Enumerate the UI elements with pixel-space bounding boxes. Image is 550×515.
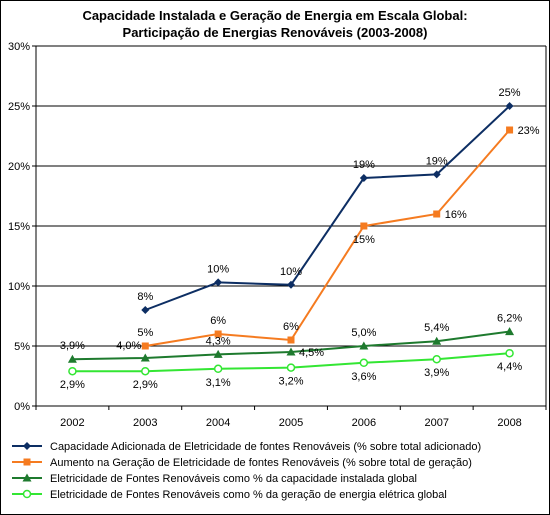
data-point-4 bbox=[505, 348, 514, 358]
data-label-4: 3,6% bbox=[351, 371, 376, 383]
data-label-3: 5,0% bbox=[351, 327, 376, 339]
data-label-2: 5% bbox=[137, 327, 153, 339]
data-label-2: 6% bbox=[210, 315, 226, 327]
data-point-1 bbox=[287, 280, 295, 289]
legend-marker-3 bbox=[22, 473, 32, 482]
y-tick-label: 10% bbox=[8, 281, 30, 293]
data-label-1: 10% bbox=[207, 263, 229, 275]
data-label-2: 15% bbox=[353, 234, 375, 246]
series-line-1 bbox=[144, 105, 511, 311]
data-point-4 bbox=[213, 364, 223, 374]
data-label-4: 3,2% bbox=[278, 376, 303, 388]
chart-title-line: Participação de Energias Renováveis (200… bbox=[123, 25, 428, 40]
data-point-1 bbox=[359, 174, 368, 182]
data-label-3: 5,4% bbox=[424, 322, 449, 334]
data-point-2 bbox=[433, 210, 441, 218]
data-point-2 bbox=[360, 222, 368, 230]
x-tick-label: 2006 bbox=[352, 417, 376, 429]
data-point-4 bbox=[359, 358, 369, 368]
data-label-2: 16% bbox=[445, 209, 467, 221]
y-tick-label: 5% bbox=[14, 341, 30, 353]
x-tick-label: 2008 bbox=[497, 417, 521, 429]
data-point-4 bbox=[432, 354, 441, 364]
y-tick-label: 30% bbox=[8, 41, 30, 53]
data-label-4: 4,4% bbox=[497, 361, 522, 373]
y-tick-label: 25% bbox=[8, 101, 30, 113]
data-label-3: 4,5% bbox=[299, 347, 324, 359]
data-label-2: 23% bbox=[518, 125, 540, 137]
data-point-1 bbox=[214, 278, 223, 287]
legend-entry-2: Aumento na Geração de Eletricidade de fo… bbox=[50, 457, 472, 469]
data-label-3: 4,0% bbox=[116, 340, 141, 352]
data-point-4 bbox=[286, 363, 296, 372]
data-point-2 bbox=[214, 330, 222, 338]
x-tick-label: 2007 bbox=[424, 417, 448, 429]
data-label-4: 3,9% bbox=[424, 367, 449, 379]
x-tick-label: 2004 bbox=[206, 417, 230, 429]
data-label-3: 4,3% bbox=[206, 335, 231, 347]
data-label-1: 10% bbox=[280, 266, 302, 278]
data-point-3 bbox=[140, 353, 150, 362]
data-point-3 bbox=[286, 347, 296, 356]
x-tick-label: 2002 bbox=[60, 417, 84, 429]
data-label-4: 3,1% bbox=[206, 377, 231, 389]
legend-marker-4 bbox=[22, 489, 32, 499]
legend-marker-2 bbox=[23, 458, 31, 466]
data-point-1 bbox=[432, 170, 441, 179]
data-point-1 bbox=[141, 306, 150, 314]
data-point-3 bbox=[432, 336, 442, 345]
legend-entry-3: Eletricidade de Fontes Renováveis como %… bbox=[50, 473, 417, 485]
legend-marker-1 bbox=[23, 442, 31, 450]
y-tick-label: 20% bbox=[8, 161, 30, 173]
data-label-1: 19% bbox=[426, 155, 448, 167]
data-label-3: 3,9% bbox=[60, 340, 85, 352]
data-point-3 bbox=[213, 349, 223, 358]
data-point-1 bbox=[505, 102, 514, 110]
legend-entry-4: Eletricidade de Fontes Renováveis como %… bbox=[50, 489, 447, 501]
data-point-4 bbox=[68, 366, 77, 376]
chart-title-line: Capacidade Instalada e Geração de Energi… bbox=[82, 8, 467, 23]
data-point-2 bbox=[141, 342, 149, 350]
data-point-2 bbox=[506, 126, 514, 134]
data-label-2: 6% bbox=[283, 321, 299, 333]
data-label-1: 19% bbox=[353, 159, 375, 171]
x-tick-label: 2003 bbox=[133, 417, 157, 429]
y-tick-label: 0% bbox=[14, 401, 30, 413]
data-point-3 bbox=[359, 341, 369, 350]
data-label-1: 25% bbox=[499, 87, 521, 99]
y-tick-label: 15% bbox=[8, 221, 30, 233]
series-line-2 bbox=[145, 129, 511, 347]
data-point-3 bbox=[67, 354, 77, 363]
data-point-3 bbox=[505, 327, 515, 336]
legend-entry-1: Capacidade Adicionada de Eletricidade de… bbox=[50, 441, 481, 453]
data-label-4: 2,9% bbox=[60, 379, 85, 391]
data-label-3: 6,2% bbox=[497, 313, 522, 325]
x-tick-label: 2005 bbox=[279, 417, 303, 429]
data-label-4: 2,9% bbox=[133, 379, 158, 391]
data-label-1: 8% bbox=[137, 291, 153, 303]
data-point-2 bbox=[287, 336, 295, 344]
data-point-4 bbox=[141, 366, 150, 376]
